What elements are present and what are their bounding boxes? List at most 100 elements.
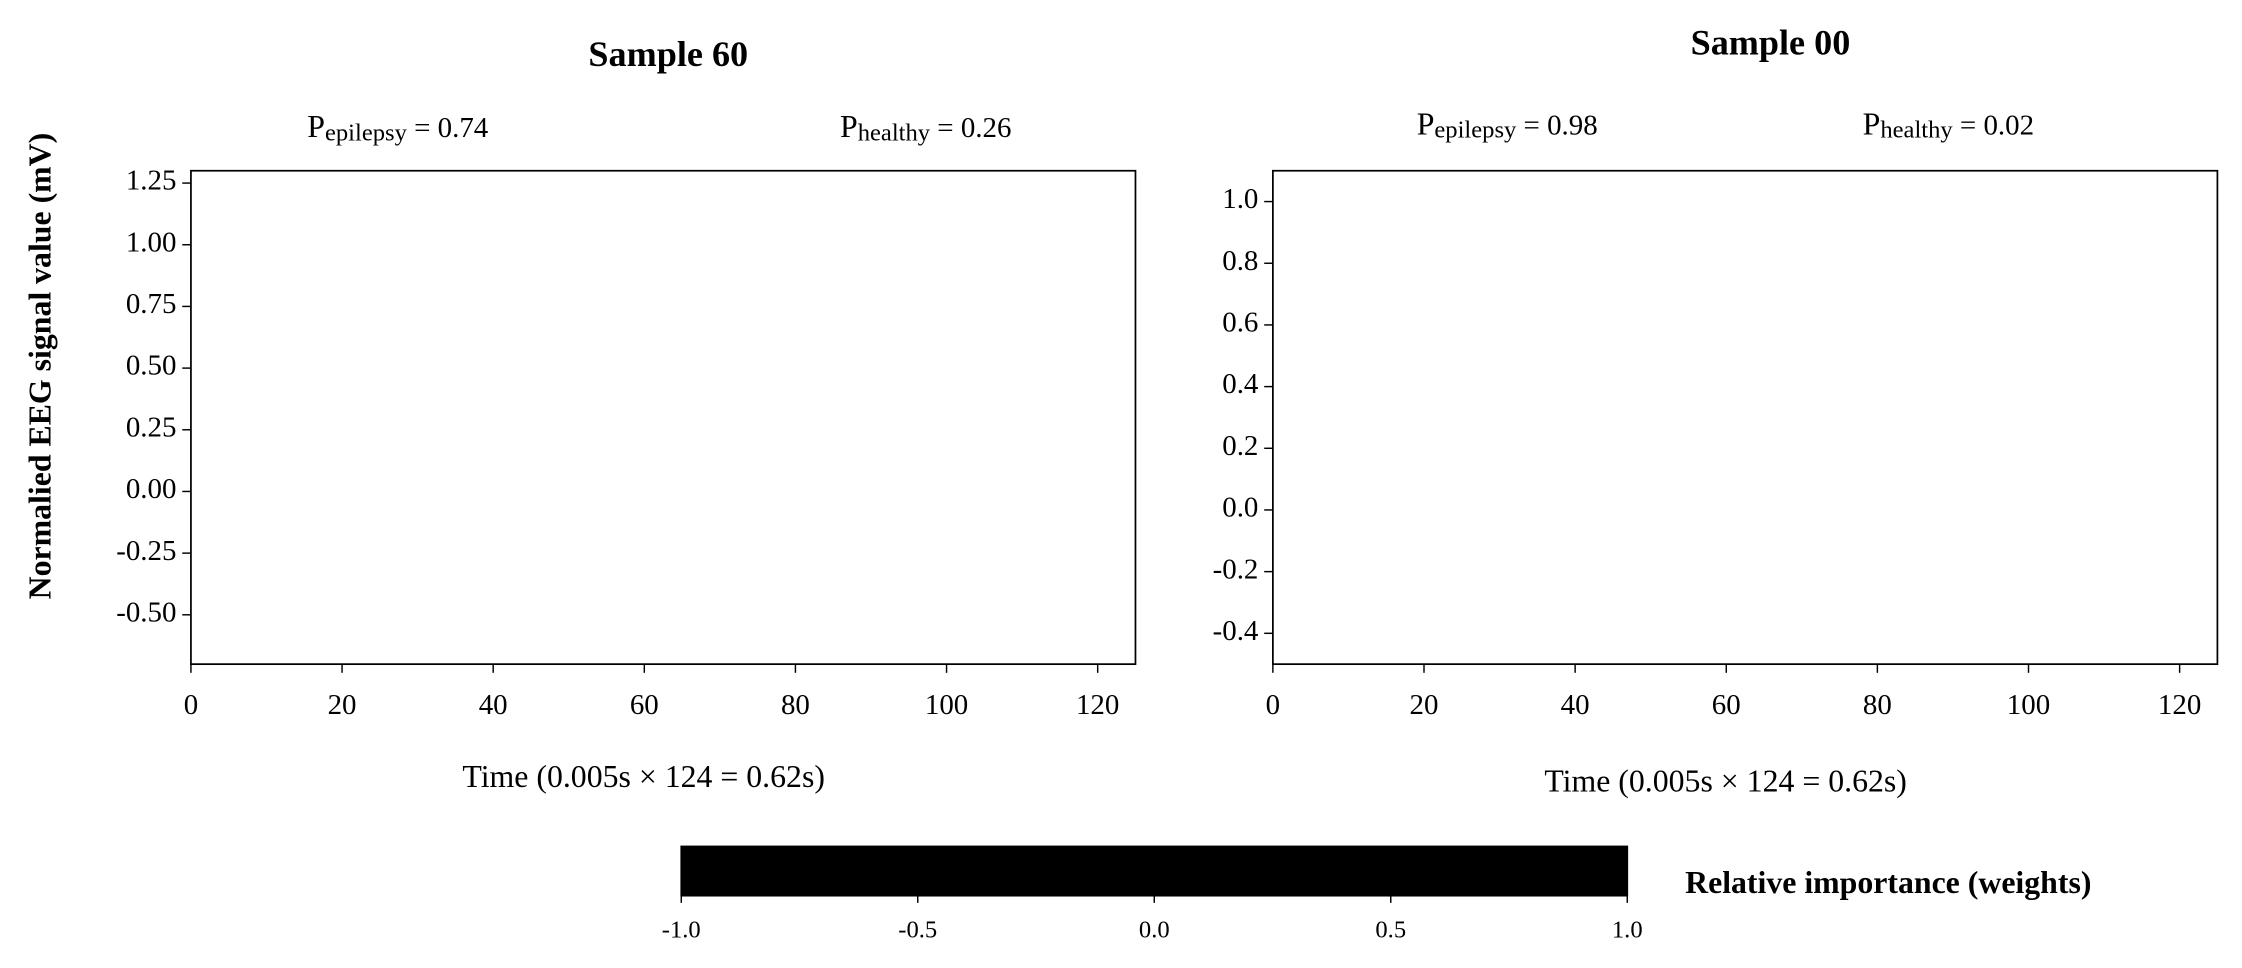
x-tick-label: 40 — [479, 689, 508, 721]
line-segment — [198, 363, 213, 370]
line-segment — [1923, 399, 1938, 448]
line-segment — [999, 371, 1014, 388]
line-segment — [1741, 387, 1756, 412]
line-segment — [1756, 387, 1771, 406]
y-tick-label: 0.00 — [126, 473, 177, 505]
line-segment — [1333, 393, 1348, 399]
line-segment — [1318, 387, 1333, 393]
x-tick-label: 40 — [1561, 689, 1590, 721]
line-segment — [2013, 313, 2028, 347]
line-segment — [818, 427, 833, 437]
line-segment — [848, 398, 863, 423]
y-tick-label: 1.00 — [126, 226, 177, 258]
line-segment — [335, 329, 350, 373]
line-segment — [2044, 402, 2059, 417]
line-segment — [1484, 325, 1499, 374]
x-tick-label: 0 — [1266, 689, 1280, 721]
annotation: Pepilepsy = 0.74 — [307, 110, 489, 147]
line-segment — [1953, 371, 1968, 408]
line-segment — [863, 331, 878, 398]
line-segment — [1862, 368, 1877, 374]
line-segment — [712, 376, 727, 388]
line-segment — [516, 348, 531, 397]
line-segment — [380, 314, 395, 324]
line-segment — [2059, 368, 2074, 402]
y-tick-label: -0.2 — [1213, 553, 1259, 585]
line-segment — [440, 348, 455, 350]
x-tick-label: 120 — [1076, 689, 1119, 721]
y-tick-label: 0.8 — [1222, 245, 1258, 277]
line-segment — [1273, 417, 1288, 420]
x-tick-label: 20 — [328, 689, 357, 721]
line-segment — [410, 341, 425, 351]
line-segment — [1983, 325, 1998, 377]
annotation-sub: epilepsy — [325, 119, 408, 146]
colorbar-tick-label: -1.0 — [662, 916, 701, 943]
y-tick-label: -0.25 — [116, 535, 176, 567]
line-segment — [1938, 408, 1953, 448]
line-segment — [2074, 334, 2089, 368]
y-tick-label: 0.0 — [1222, 492, 1258, 524]
annotation-text: = 0.26 — [937, 112, 1011, 144]
y-tick-label: 1.0 — [1222, 183, 1258, 215]
line-segment — [425, 341, 440, 351]
line-segment — [1545, 430, 1560, 467]
chart-title: Sample 60 — [588, 34, 748, 74]
line-segment — [954, 361, 969, 408]
line-segment — [637, 380, 652, 382]
line-segment — [909, 299, 924, 311]
plot-frame — [190, 169, 1137, 666]
line-segment — [1500, 374, 1515, 402]
line-segment — [803, 380, 818, 427]
y-tick-label: -0.50 — [116, 596, 176, 628]
line-segment — [2104, 325, 2119, 368]
line-segment — [546, 331, 561, 348]
line-segment — [1636, 337, 1651, 374]
line-segment — [2149, 325, 2164, 331]
line-segment — [1908, 340, 1923, 399]
annotation-text: = 0.74 — [414, 112, 489, 144]
annotation-base: P — [840, 110, 858, 145]
y-tick-label: 0.2 — [1222, 430, 1258, 462]
line-segment — [1060, 260, 1075, 332]
line-segment — [1817, 300, 1832, 340]
y-tick-label: 0.6 — [1222, 307, 1258, 339]
x-tick-label: 120 — [2158, 689, 2201, 721]
x-tick-label: 60 — [1712, 689, 1741, 721]
y-tick-label: -0.4 — [1213, 615, 1259, 647]
line-segment — [758, 368, 773, 390]
line-segment — [1348, 399, 1363, 418]
y-tick-label: 1.25 — [126, 165, 177, 197]
line-segment — [1726, 371, 1741, 411]
line-segment — [576, 326, 591, 328]
line-segment — [1530, 439, 1545, 467]
line-segment — [1364, 417, 1379, 454]
line-segment — [939, 338, 954, 360]
line-segment — [652, 380, 667, 390]
line-segment — [395, 314, 410, 351]
line-segment — [455, 348, 470, 355]
x-tick-label: 100 — [925, 689, 968, 721]
line-segment — [1681, 371, 1696, 380]
line-segment — [1651, 374, 1666, 408]
line-segment — [727, 376, 742, 411]
annotation-base: P — [307, 110, 325, 145]
annotation-sub: healthy — [858, 119, 931, 146]
line-segment — [591, 326, 606, 343]
line-segment — [1454, 306, 1469, 321]
line-segment — [1847, 356, 1862, 368]
line-segment — [1424, 303, 1439, 371]
line-segment — [788, 368, 803, 380]
x-axis-label: Time (0.005s × 124 = 0.62s) — [462, 759, 825, 794]
line-segment — [1030, 250, 1045, 373]
line-segment — [365, 324, 380, 354]
line-segment — [1515, 402, 1530, 439]
annotation: Pepilepsy = 0.98 — [1417, 107, 1598, 144]
line-segment — [607, 343, 622, 360]
line-segment — [879, 297, 894, 332]
annotation: Phealthy = 0.02 — [1863, 107, 2034, 144]
line-segment — [1877, 350, 1892, 375]
line-segment — [1409, 371, 1424, 408]
plot-frame — [1272, 169, 2219, 666]
